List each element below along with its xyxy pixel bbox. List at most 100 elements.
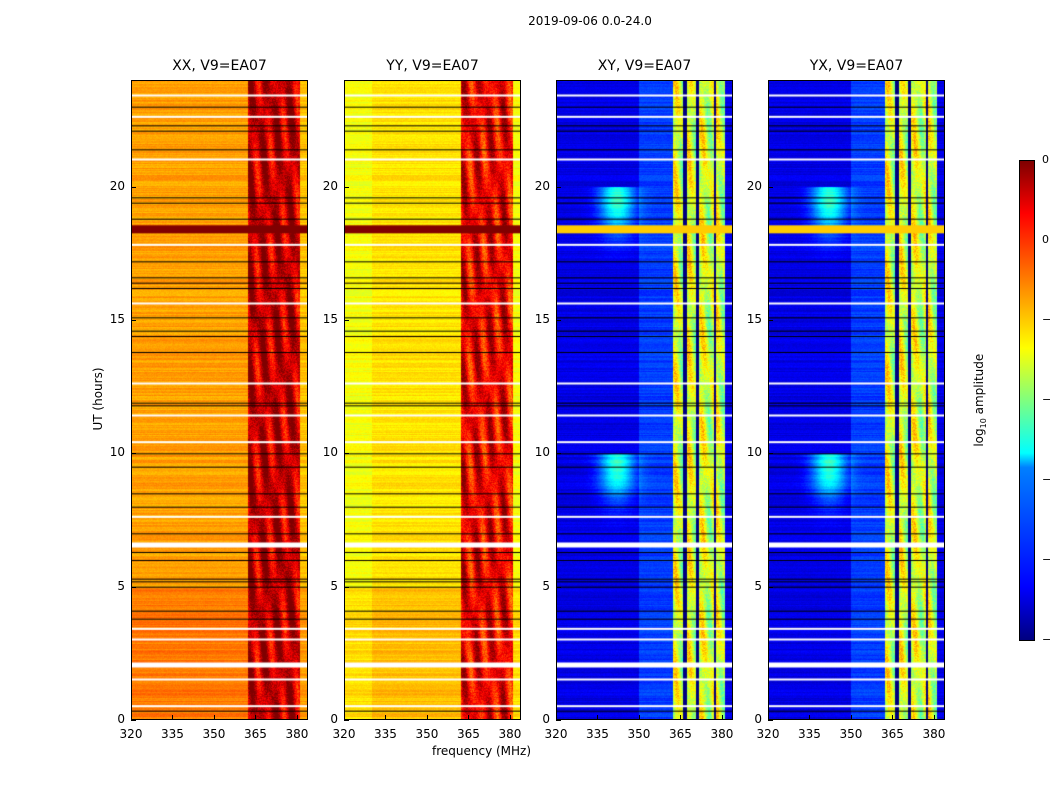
x-tick-mark [509, 715, 511, 720]
y-tick-mark [131, 720, 136, 721]
panel-title: XY, V9=EA07 [597, 58, 692, 74]
colorbar-tick-label: −0.5 [1042, 313, 1050, 326]
y-tick-label: 10 [746, 445, 762, 460]
x-tick-label: 335 [374, 727, 397, 741]
x-tick-label: 320 [119, 727, 143, 741]
x-tick-mark [933, 715, 935, 720]
y-axis-label: UT (hours) [91, 367, 105, 431]
x-tick-mark [385, 715, 387, 720]
panel-title: YY, V9=EA07 [386, 58, 479, 74]
x-tick-label: 335 [586, 727, 609, 741]
x-tick-mark [850, 715, 852, 720]
x-tick-mark [892, 715, 894, 720]
y-tick-label: 15 [534, 312, 550, 326]
panel-yy: YY, V9=EA07 320 335 350 365 380 0 5 10 15 20 [323, 58, 522, 741]
y-tick-mark [344, 320, 349, 321]
x-tick-mark [680, 715, 682, 720]
y-tick-label: 5 [330, 578, 338, 593]
x-tick-mark [721, 715, 723, 720]
y-tick-label: 10 [322, 445, 338, 460]
y-tick-mark [344, 453, 349, 455]
x-tick-mark [809, 715, 811, 720]
x-axis-label: frequency (MHz) [432, 744, 532, 758]
y-tick-mark [556, 586, 561, 588]
y-tick-label: 0 [117, 712, 125, 726]
x-tick-label: 365 [669, 727, 692, 741]
y-tick-mark [556, 453, 561, 455]
y-tick-mark [131, 320, 136, 321]
y-tick-label: 20 [322, 178, 338, 193]
x-tick-label: 320 [544, 727, 568, 741]
x-tick-mark [468, 715, 470, 720]
x-tick-label: 335 [161, 727, 184, 741]
x-tick-label: 320 [332, 727, 356, 741]
x-tick-label: 320 [756, 727, 780, 741]
colorbar-tick-label: 0.0 [1042, 233, 1050, 246]
heatmap-canvas [768, 80, 945, 720]
colorbar-tick-label: −1.0 [1042, 393, 1050, 406]
y-tick-label: 5 [754, 578, 762, 593]
y-tick-mark [768, 186, 773, 188]
panel-title: XX, V9=EA07 [172, 58, 267, 74]
x-tick-mark [638, 715, 640, 720]
figure-title: 2019-09-06 0.0-24.0 [528, 14, 652, 28]
x-tick-label: 365 [881, 727, 904, 741]
y-tick-label: 20 [534, 178, 550, 193]
y-tick-mark [131, 186, 136, 188]
x-tick-mark [344, 715, 345, 720]
x-tick-mark [556, 715, 557, 720]
x-tick-mark [172, 715, 174, 720]
y-tick-mark [768, 453, 773, 455]
y-tick-mark [556, 720, 561, 721]
colorbar-label: log10 amplitude [971, 353, 989, 447]
x-tick-label: 350 [839, 727, 863, 741]
y-tick-label: 15 [746, 312, 762, 326]
y-tick-mark [344, 186, 349, 188]
x-tick-label: 365 [457, 727, 480, 741]
colorbar [1019, 160, 1035, 641]
x-tick-mark [213, 715, 215, 720]
y-tick-mark [556, 186, 561, 188]
x-tick-label: 380 [498, 727, 522, 741]
y-tick-label: 15 [109, 312, 125, 326]
x-tick-label: 365 [244, 727, 267, 741]
x-tick-label: 380 [285, 727, 309, 741]
panel-xx: XX, V9=EA07 320 335 350 365 380 0 5 10 15 20 [110, 58, 309, 741]
x-tick-label: 350 [415, 727, 439, 741]
y-tick-label: 20 [746, 178, 762, 193]
x-tick-label: 350 [202, 727, 226, 741]
panel-title: YX, V9=EA07 [809, 58, 904, 74]
y-tick-mark [768, 720, 773, 721]
x-tick-mark [426, 715, 428, 720]
x-tick-mark [768, 715, 769, 720]
colorbar-tick-label: −2.5 [1042, 633, 1050, 646]
y-tick-mark [768, 320, 773, 321]
heatmap-canvas [556, 80, 733, 720]
y-tick-mark [131, 453, 136, 455]
colorbar-tick-label: −2.0 [1042, 553, 1050, 566]
x-tick-mark [296, 715, 298, 720]
colorbar-tick-label: 0.5 [1042, 153, 1050, 166]
y-tick-mark [344, 586, 349, 588]
x-tick-mark [597, 715, 599, 720]
heatmap-canvas [131, 80, 308, 720]
y-tick-label: 20 [109, 178, 125, 193]
y-tick-mark [131, 586, 136, 588]
colorbar-tick-label: −1.5 [1042, 473, 1050, 486]
y-tick-label: 0 [330, 712, 338, 726]
y-tick-mark [556, 320, 561, 321]
x-tick-label: 350 [627, 727, 651, 741]
panel-xy: XY, V9=EA07 320 335 350 365 380 0 5 10 15 20 [535, 58, 734, 741]
x-tick-mark [131, 715, 132, 720]
y-tick-label: 0 [754, 712, 762, 726]
x-tick-mark [255, 715, 257, 720]
y-tick-label: 5 [117, 578, 125, 593]
panel-yx: YX, V9=EA07 320 335 350 365 380 0 5 10 15 20 [747, 58, 946, 741]
y-tick-label: 5 [542, 578, 550, 593]
heatmap-canvas [344, 80, 521, 720]
y-tick-mark [344, 720, 349, 721]
y-tick-label: 10 [534, 445, 550, 460]
y-tick-label: 0 [542, 712, 550, 726]
y-tick-label: 15 [322, 312, 338, 326]
